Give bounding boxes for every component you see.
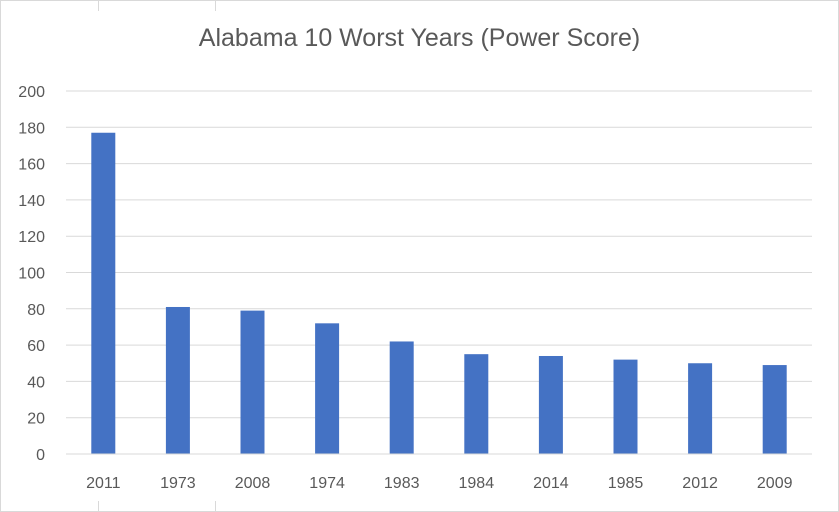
- bar-2009: [762, 365, 787, 454]
- y-tick-label: 20: [27, 411, 45, 428]
- sheet-gridline: [98, 1, 99, 11]
- y-tick-label: 0: [36, 447, 45, 464]
- sheet-gridline: [98, 501, 99, 511]
- bar-1974: [315, 323, 340, 454]
- x-tick-label: 1973: [160, 475, 196, 492]
- y-tick-label: 60: [27, 338, 45, 355]
- y-tick-label: 120: [18, 229, 45, 246]
- y-axis: 0 20 40 60 80 100 120 140 160 180 200: [18, 84, 45, 464]
- y-tick-label: 200: [18, 84, 45, 101]
- bar-2012: [688, 363, 713, 454]
- bar-1984: [464, 354, 489, 454]
- y-tick-label: 140: [18, 193, 45, 210]
- bar-1973: [165, 306, 190, 454]
- x-tick-label: 2008: [235, 475, 271, 492]
- bar-2014: [538, 355, 563, 454]
- gridlines: [66, 90, 812, 419]
- y-tick-label: 160: [18, 157, 45, 174]
- bar-1983: [389, 341, 414, 454]
- y-tick-label: 80: [27, 302, 45, 319]
- x-tick-label: 2012: [682, 475, 718, 492]
- sheet-gridline: [215, 501, 216, 511]
- x-axis: 2011 1973 2008 1974 1983 1984 2014 1985 2012 2009: [66, 453, 812, 492]
- sheet-gridline: [215, 1, 216, 11]
- x-tick-label: 2011: [86, 475, 121, 492]
- x-tick-label: 1983: [384, 475, 420, 492]
- y-tick-label: 180: [18, 120, 45, 137]
- bar-2008: [240, 310, 265, 454]
- x-tick-label: 1984: [459, 475, 495, 492]
- x-tick-label: 1974: [309, 475, 345, 492]
- bars: [91, 132, 787, 454]
- chart-title: Alabama 10 Worst Years (Power Score): [198, 24, 641, 52]
- bar-1985: [613, 359, 638, 454]
- y-tick-label: 40: [27, 374, 45, 391]
- bar-2011: [91, 132, 116, 454]
- y-tick-label: 100: [18, 266, 45, 283]
- x-tick-label: 2009: [757, 475, 793, 492]
- x-tick-label: 2014: [533, 475, 569, 492]
- x-tick-label: 1985: [608, 475, 644, 492]
